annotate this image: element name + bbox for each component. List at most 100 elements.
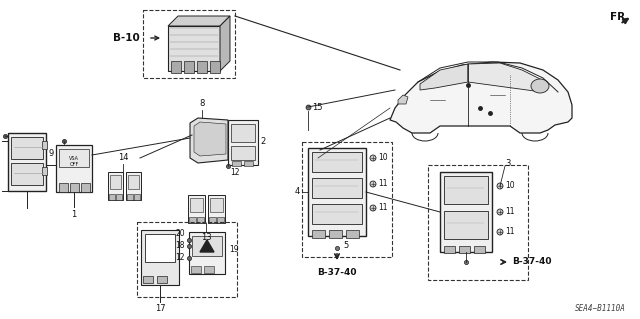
Text: 4: 4 <box>295 188 300 197</box>
Bar <box>81 183 90 192</box>
Bar <box>217 217 224 223</box>
Bar <box>312 204 362 224</box>
Bar <box>145 234 175 262</box>
Bar <box>197 217 204 223</box>
Bar <box>459 246 470 253</box>
Bar <box>346 230 359 238</box>
Bar <box>171 61 181 73</box>
Bar <box>127 194 133 200</box>
Bar <box>42 141 47 149</box>
Bar <box>42 167 47 175</box>
Polygon shape <box>420 64 468 90</box>
Text: B-10: B-10 <box>113 33 140 43</box>
Polygon shape <box>468 63 542 92</box>
Text: 14: 14 <box>118 153 128 162</box>
Bar <box>134 194 140 200</box>
Bar <box>244 161 253 166</box>
Text: 11: 11 <box>505 227 515 236</box>
Polygon shape <box>200 240 214 252</box>
Text: 1: 1 <box>72 210 77 219</box>
Text: 11: 11 <box>378 180 387 189</box>
Bar <box>302 142 392 257</box>
Bar <box>444 176 488 204</box>
Text: 10: 10 <box>505 182 515 190</box>
Bar <box>204 266 214 273</box>
Bar <box>59 149 89 167</box>
Bar <box>231 124 255 142</box>
Circle shape <box>497 183 503 189</box>
Text: 2: 2 <box>260 137 265 146</box>
Text: 15: 15 <box>312 102 323 112</box>
Text: 12: 12 <box>175 254 185 263</box>
Bar <box>8 133 46 191</box>
Bar <box>210 198 223 212</box>
Bar <box>108 172 123 200</box>
Text: 12: 12 <box>230 168 239 177</box>
Bar <box>110 175 121 189</box>
Bar <box>209 217 216 223</box>
Bar <box>11 163 43 185</box>
Bar <box>444 211 488 239</box>
Circle shape <box>370 205 376 211</box>
Text: B-37-40: B-37-40 <box>317 268 356 277</box>
Bar <box>312 230 325 238</box>
Text: 20: 20 <box>175 229 185 239</box>
Bar <box>189 217 196 223</box>
Text: 9: 9 <box>49 149 54 158</box>
Text: 18: 18 <box>175 241 185 250</box>
Text: FR.: FR. <box>610 12 629 22</box>
Text: B-37-40: B-37-40 <box>512 257 552 266</box>
Text: 3: 3 <box>505 160 510 168</box>
Text: 5: 5 <box>343 241 348 249</box>
Ellipse shape <box>531 79 549 93</box>
Bar <box>474 246 485 253</box>
Text: 11: 11 <box>505 207 515 217</box>
Bar <box>157 276 167 283</box>
Bar <box>143 10 235 78</box>
Bar <box>109 194 115 200</box>
Bar <box>208 195 225 223</box>
Bar <box>232 161 241 166</box>
Polygon shape <box>168 16 230 26</box>
Bar <box>168 26 220 71</box>
Bar <box>128 175 139 189</box>
Circle shape <box>497 229 503 235</box>
Circle shape <box>370 181 376 187</box>
Bar <box>329 230 342 238</box>
Text: SEA4−B1110A: SEA4−B1110A <box>575 304 626 313</box>
Text: 11: 11 <box>378 204 387 212</box>
Bar <box>189 232 225 274</box>
Bar <box>231 146 255 160</box>
Bar <box>188 195 205 223</box>
Bar <box>312 178 362 198</box>
Polygon shape <box>390 62 572 133</box>
Circle shape <box>370 155 376 161</box>
Polygon shape <box>194 122 226 156</box>
Bar <box>191 266 201 273</box>
Bar <box>116 194 122 200</box>
Bar <box>428 165 528 280</box>
Text: OFF: OFF <box>69 162 79 167</box>
Text: 8: 8 <box>199 99 205 108</box>
Bar <box>184 61 194 73</box>
Bar <box>141 230 179 285</box>
Bar <box>190 198 203 212</box>
Text: VSA: VSA <box>69 155 79 160</box>
Bar <box>11 137 43 159</box>
Text: 19: 19 <box>229 246 239 255</box>
Bar <box>126 172 141 200</box>
Polygon shape <box>220 16 230 71</box>
Bar <box>56 145 92 192</box>
Polygon shape <box>190 118 228 163</box>
Bar <box>312 152 362 172</box>
Text: 13: 13 <box>201 233 211 242</box>
Bar <box>197 61 207 73</box>
Bar <box>228 120 258 165</box>
Circle shape <box>497 209 503 215</box>
Text: 17: 17 <box>155 304 165 313</box>
Bar <box>137 222 237 297</box>
Bar <box>444 246 455 253</box>
Bar <box>192 236 222 256</box>
Bar <box>59 183 68 192</box>
Bar <box>210 61 220 73</box>
